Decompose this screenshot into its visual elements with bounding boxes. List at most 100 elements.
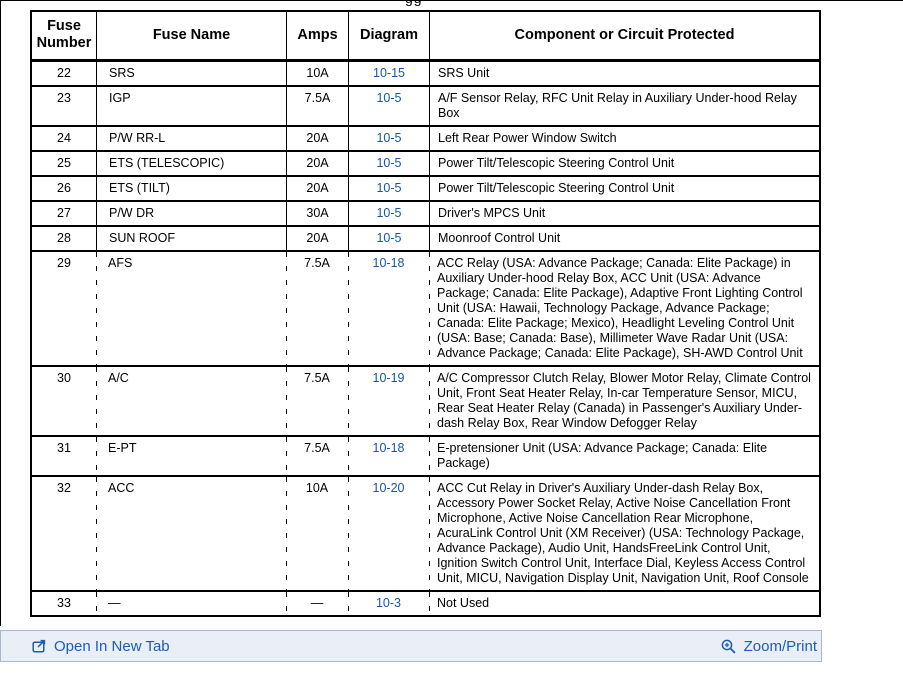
diagram-link[interactable]: 10-18 <box>372 255 405 270</box>
table-row: 24 P/W RR-L 20A 10-5 Left Rear Power Win… <box>32 124 819 150</box>
fuse-table: Fuse Number Fuse Name Amps Diagram Compo… <box>30 10 821 617</box>
header-diagram: Diagram <box>348 12 429 62</box>
amps-cell: 20A <box>286 149 348 175</box>
fuse-name-cell: A/C <box>96 364 286 435</box>
table-row: 26 ETS (TILT) 20A 10-5 Power Tilt/Telesc… <box>32 174 819 200</box>
fuse-name-cell: SUN ROOF <box>96 224 286 250</box>
diagram-cell: 10-19 <box>348 364 429 435</box>
component-cell: Left Rear Power Window Switch <box>429 124 819 150</box>
diagram-link[interactable]: 10-5 <box>376 205 402 220</box>
diagram-cell: 10-5 <box>348 224 429 250</box>
amps-cell: 20A <box>286 224 348 250</box>
amps-cell: 7.5A <box>286 434 348 475</box>
fuse-name-cell: ETS (TILT) <box>96 174 286 200</box>
fuse-name-cell: AFS <box>96 249 286 365</box>
amps-cell: 20A <box>286 124 348 150</box>
fuse-name-cell: E-PT <box>96 434 286 475</box>
diagram-cell: 10-5 <box>348 84 429 125</box>
component-cell: E-pretensioner Unit (USA: Advance Packag… <box>429 434 819 475</box>
amps-cell: 10A <box>286 474 348 590</box>
fuse-number-cell: 32 <box>32 474 96 590</box>
fuse-table-body: 22 SRS 10A 10-15 SRS Unit 23 IGP 7.5A 10… <box>32 61 819 615</box>
diagram-cell: 10-3 <box>348 589 429 615</box>
open-in-new-tab-link[interactable]: Open In New Tab <box>31 638 170 655</box>
diagram-link[interactable]: 10-18 <box>372 440 405 455</box>
diagram-link[interactable]: 10-15 <box>373 65 405 80</box>
diagram-link[interactable]: 10-19 <box>372 370 405 385</box>
table-row: 27 P/W DR 30A 10-5 Driver's MPCS Unit <box>32 199 819 225</box>
diagram-link[interactable]: 10-5 <box>376 90 402 105</box>
table-row: 32 ACC 10A 10-20 ACC Cut Relay in Driver… <box>32 474 819 590</box>
fuse-number-cell: 27 <box>32 199 96 225</box>
component-cell: ACC Cut Relay in Driver's Auxiliary Unde… <box>429 474 819 590</box>
table-row: 22 SRS 10A 10-15 SRS Unit <box>32 61 819 85</box>
table-row: 30 A/C 7.5A 10-19 A/C Compressor Clutch … <box>32 364 819 435</box>
table-row: 23 IGP 7.5A 10-5 A/F Sensor Relay, RFC U… <box>32 84 819 125</box>
diagram-link[interactable]: 10-5 <box>376 130 402 145</box>
fuse-number-cell: 29 <box>32 249 96 365</box>
table-header-row: Fuse Number Fuse Name Amps Diagram Compo… <box>32 12 819 62</box>
zoom-print-label: Zoom/Print <box>743 637 817 655</box>
amps-cell: 20A <box>286 174 348 200</box>
viewer-left-border <box>0 0 1 626</box>
header-component: Component or Circuit Protected <box>429 12 819 62</box>
amps-cell: 30A <box>286 199 348 225</box>
zoom-print-link[interactable]: Zoom/Print <box>720 638 817 655</box>
component-cell: A/F Sensor Relay, RFC Unit Relay in Auxi… <box>429 84 819 125</box>
table-row: 33 — — 10-3 Not Used <box>32 589 819 615</box>
diagram-link[interactable]: 10-20 <box>372 480 405 495</box>
component-cell: Moonroof Control Unit <box>429 224 819 250</box>
header-fuse-name: Fuse Name <box>96 12 286 62</box>
fuse-number-cell: 25 <box>32 149 96 175</box>
fuse-name-cell: P/W DR <box>96 199 286 225</box>
component-cell: Not Used <box>429 589 819 615</box>
clipped-heading-fragment: gg <box>405 1 423 7</box>
diagram-cell: 10-15 <box>348 61 429 85</box>
diagram-link[interactable]: 10-5 <box>376 230 402 245</box>
amps-cell: 10A <box>286 61 348 85</box>
diagram-link[interactable]: 10-5 <box>376 180 402 195</box>
table-row: 29 AFS 7.5A 10-18 ACC Relay (USA: Advanc… <box>32 249 819 365</box>
component-cell: Driver's MPCS Unit <box>429 199 819 225</box>
fuse-number-cell: 22 <box>57 65 71 80</box>
fuse-number-cell: 26 <box>32 174 96 200</box>
fuse-name-cell: — <box>96 589 286 615</box>
diagram-cell: 10-5 <box>348 149 429 175</box>
fuse-number-cell: 23 <box>32 84 96 125</box>
diagram-cell: 10-18 <box>348 249 429 365</box>
fuse-name-cell: ACC <box>96 474 286 590</box>
fuse-name-cell: P/W RR-L <box>96 124 286 150</box>
diagram-link[interactable]: 10-3 <box>375 595 402 610</box>
fuse-name-cell: IGP <box>96 84 286 125</box>
amps-cell: 7.5A <box>286 84 348 125</box>
component-cell: SRS Unit <box>429 61 819 85</box>
open-in-new-tab-icon <box>32 639 46 653</box>
diagram-link[interactable]: 10-5 <box>376 155 402 170</box>
viewer-toolbar: Open In New Tab Zoom/Print <box>0 630 822 662</box>
fuse-number-cell: 31 <box>32 434 96 475</box>
table-row: 28 SUN ROOF 20A 10-5 Moonroof Control Un… <box>32 224 819 250</box>
component-cell: Power Tilt/Telescopic Steering Control U… <box>429 174 819 200</box>
clipped-heading-text: gg <box>405 1 423 6</box>
component-cell: Power Tilt/Telescopic Steering Control U… <box>429 149 819 175</box>
open-in-new-tab-label: Open In New Tab <box>54 637 170 655</box>
header-amps: Amps <box>286 12 348 62</box>
diagram-cell: 10-18 <box>348 434 429 475</box>
component-cell: ACC Relay (USA: Advance Package; Canada:… <box>429 249 819 365</box>
viewer-top-border <box>0 0 903 1</box>
amps-cell: — <box>286 589 348 615</box>
fuse-name-cell: SRS <box>96 61 286 85</box>
diagram-cell: 10-5 <box>348 174 429 200</box>
fuse-name-cell: ETS (TELESCOPIC) <box>96 149 286 175</box>
diagram-cell: 10-5 <box>348 199 429 225</box>
amps-cell: 7.5A <box>286 249 348 365</box>
fuse-number-cell: 33 <box>32 589 96 615</box>
component-cell: A/C Compressor Clutch Relay, Blower Moto… <box>429 364 819 435</box>
amps-cell: 7.5A <box>286 364 348 435</box>
fuse-number-cell: 24 <box>32 124 96 150</box>
diagram-cell: 10-5 <box>348 124 429 150</box>
table-row: 31 E-PT 7.5A 10-18 E-pretensioner Unit (… <box>32 434 819 475</box>
diagram-cell: 10-20 <box>348 474 429 590</box>
table-row: 25 ETS (TELESCOPIC) 20A 10-5 Power Tilt/… <box>32 149 819 175</box>
